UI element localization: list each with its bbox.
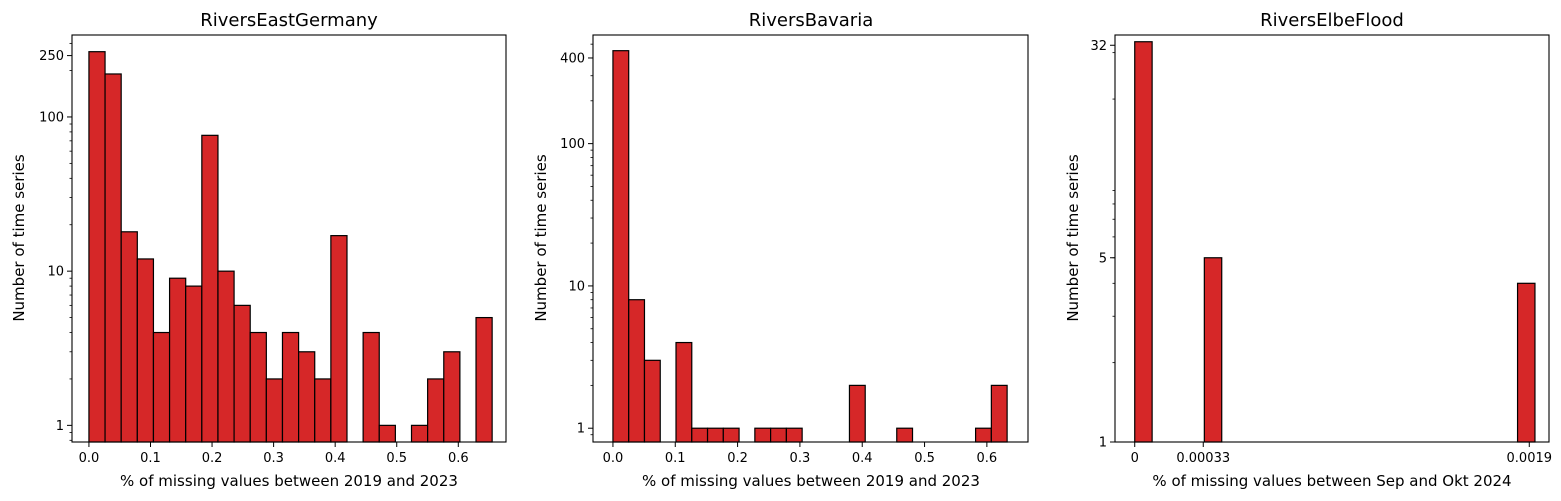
histogram-bar	[675, 341, 693, 443]
histogram-bar	[104, 73, 122, 443]
panel-rivers-east-germany: RiversEastGermany Number of time series …	[10, 10, 507, 490]
x-tick-label: 0.2	[202, 451, 223, 466]
histogram-bar	[298, 351, 316, 443]
x-tick-label: 0.2	[727, 451, 748, 466]
x-tick-label: 0	[1131, 451, 1139, 466]
histogram-bar	[612, 50, 630, 443]
histogram-bar	[378, 424, 396, 443]
axes-frame	[1114, 34, 1550, 443]
histogram-bar	[990, 384, 1008, 443]
y-tick-label: 10	[568, 279, 585, 294]
y-tick-label: 400	[560, 51, 585, 66]
y-tick-label: 1	[577, 422, 585, 437]
y-tick-label: 1	[1099, 436, 1107, 451]
x-tick-label: 0.0019	[1507, 451, 1553, 466]
histogram-bar	[362, 331, 380, 443]
histogram-bar	[770, 427, 787, 443]
histogram-bar	[314, 378, 332, 443]
histogram-bar	[427, 378, 445, 443]
plot-area: 1 10 100 250 0.0 0.1 0.2 0.3 0.4 0.5 0.6	[39, 34, 507, 466]
x-tick-label: 0.4	[325, 451, 346, 466]
histogram-bar	[201, 134, 219, 443]
histogram-bar	[88, 51, 106, 443]
histogram-bar	[249, 331, 267, 443]
histogram-bar	[628, 299, 646, 443]
histogram-bar	[265, 378, 284, 443]
histogram-bar	[1203, 257, 1223, 443]
y-tick-label: 250	[39, 49, 64, 64]
chart-title: RiversBavaria	[749, 10, 874, 31]
histogram-bar	[120, 231, 138, 443]
histogram-bar	[168, 277, 187, 443]
axes-frame	[592, 34, 1029, 443]
histogram-bar	[643, 359, 661, 443]
histogram-bar	[330, 235, 348, 443]
histogram-bar	[217, 270, 235, 443]
x-tick-label: 0.5	[914, 451, 935, 466]
x-axis-label: % of missing values between 2019 and 202…	[642, 472, 980, 490]
histogram-bar	[974, 427, 992, 443]
histogram-bar	[1516, 282, 1536, 443]
histogram-bar	[443, 351, 461, 443]
y-axis-label: Number of time series	[532, 154, 550, 322]
histogram-bar	[691, 427, 709, 443]
x-tick-label: 0.4	[852, 451, 873, 466]
histogram-bar	[785, 427, 803, 443]
y-tick-label: 100	[560, 137, 585, 152]
histogram-bar	[848, 384, 866, 443]
x-axis-label: % of missing values between 2019 and 202…	[120, 472, 458, 490]
x-tick-label: 0.0	[79, 451, 100, 466]
panel-rivers-elbe-flood: RiversElbeFlood Number of time series % …	[1064, 10, 1552, 490]
x-tick-label: 0.6	[977, 451, 998, 466]
histogram-bar	[136, 258, 155, 443]
plot-area: 1 10 100 400 0.0 0.1 0.2 0.3 0.4 0.5 0.6	[560, 34, 1029, 466]
y-axis-label: Number of time series	[1064, 154, 1082, 322]
histogram-bar	[722, 427, 740, 443]
y-axis-label: Number of time series	[10, 154, 28, 322]
histogram-bar	[754, 427, 772, 443]
x-tick-label: 0.00033	[1176, 451, 1230, 466]
x-tick-label: 0.1	[665, 451, 686, 466]
x-tick-label: 0.3	[263, 451, 284, 466]
histogram-bar	[896, 427, 914, 443]
histogram-bar	[185, 285, 203, 443]
x-tick-label: 0.5	[386, 451, 407, 466]
histogram-bar	[410, 424, 429, 443]
x-axis-label: % of missing values between Sep and Okt …	[1152, 472, 1511, 490]
x-tick-label: 0.0	[603, 451, 624, 466]
axes-frame	[71, 34, 507, 443]
histogram-bar	[706, 427, 724, 443]
chart-title: RiversElbeFlood	[1260, 10, 1404, 31]
histogram-bar	[233, 304, 251, 443]
chart-title: RiversEastGermany	[200, 10, 378, 31]
x-tick-label: 0.3	[790, 451, 811, 466]
plot-area: 1 5 32 0 0.00033 0.0019	[1090, 34, 1553, 466]
histogram-bar	[281, 331, 300, 443]
histogram-bar	[475, 316, 493, 443]
y-tick-label: 32	[1090, 39, 1107, 54]
panel-rivers-bavaria: RiversBavaria Number of time series % of…	[532, 10, 1029, 490]
y-tick-label: 5	[1099, 251, 1107, 266]
y-tick-label: 10	[47, 265, 64, 280]
y-tick-label: 100	[39, 110, 64, 125]
x-tick-label: 0.6	[448, 451, 469, 466]
histogram-bar	[152, 331, 171, 443]
histogram-bar	[1134, 41, 1153, 443]
y-tick-label: 1	[56, 419, 64, 434]
x-tick-label: 0.1	[140, 451, 161, 466]
